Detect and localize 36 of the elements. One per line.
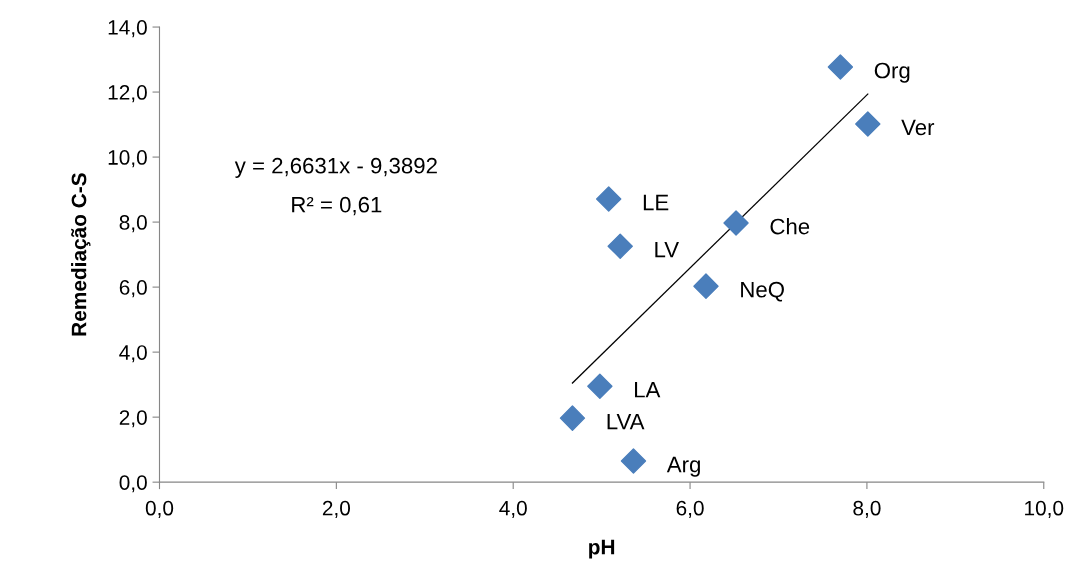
annotation: LE xyxy=(643,194,669,211)
point xyxy=(855,111,881,137)
annotation: Org xyxy=(874,62,910,83)
annotation: LA xyxy=(635,382,661,398)
annotation: LV xyxy=(655,241,679,258)
y-tick-label: 14,0 xyxy=(108,20,147,38)
annotation: NeQ xyxy=(741,281,784,302)
point xyxy=(693,273,719,299)
x-axis-title: pH xyxy=(589,539,615,559)
y-axis-title: Remediação C-S xyxy=(71,173,91,336)
point xyxy=(587,373,613,399)
y-tick-label: 2,0 xyxy=(119,410,147,428)
annotation: R² = 0,61 xyxy=(292,196,382,216)
x-tick-label: 10,0 xyxy=(1025,500,1064,518)
annotation: Arg xyxy=(666,456,700,477)
y-tick-label: 8,0 xyxy=(119,215,147,233)
point xyxy=(723,210,749,236)
annotation: Ver xyxy=(901,119,935,136)
point xyxy=(607,233,633,259)
y-tick-label: 6,0 xyxy=(119,280,147,298)
x-tick-label: 4,0 xyxy=(499,500,527,518)
y-tick-label: 12,0 xyxy=(108,85,147,103)
annotation: LVA xyxy=(607,413,645,430)
y-tick-label: 4,0 xyxy=(119,345,147,363)
y-tick-label: 10,0 xyxy=(108,150,147,168)
x-tick-label: 6,0 xyxy=(676,500,704,518)
point xyxy=(595,186,622,212)
point xyxy=(620,448,647,474)
annotation: y = 2,6631x - 9,3892 xyxy=(234,157,437,178)
x-tick-label: 8,0 xyxy=(853,500,881,518)
point xyxy=(827,54,854,80)
x-tick-label: 2,0 xyxy=(322,500,351,518)
y-tick-label: 0,0 xyxy=(119,475,147,493)
x-tick-label: 0,0 xyxy=(145,500,174,518)
point xyxy=(559,405,586,431)
annotation: Che xyxy=(770,218,810,235)
